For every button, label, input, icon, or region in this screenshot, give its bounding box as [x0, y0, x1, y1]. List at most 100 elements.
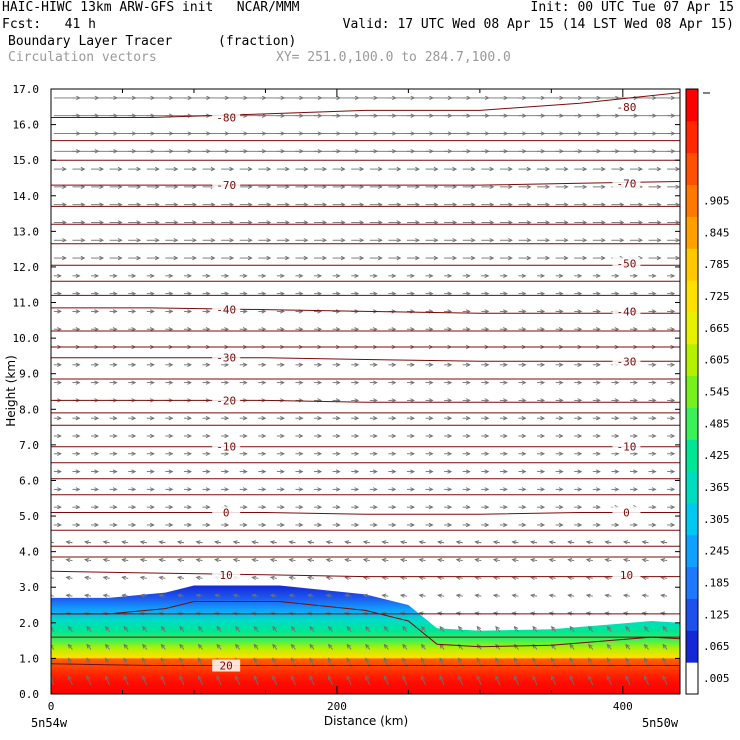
- circulation-vector: [667, 220, 680, 225]
- circulation-vector: [332, 416, 341, 421]
- contour-label: -70: [216, 179, 236, 192]
- circulation-vector: [444, 469, 453, 474]
- circulation-vector: [276, 291, 285, 296]
- colorbar-swatch: [686, 439, 698, 472]
- circulation-vector: [239, 469, 248, 474]
- circulation-vector: [91, 362, 100, 367]
- circulation-vector: [499, 184, 513, 190]
- header-init-time: Init: 00 UTC Tue 07 Apr 15: [530, 0, 735, 15]
- circulation-vector: [53, 522, 62, 528]
- circulation-vector: [314, 451, 323, 456]
- circulation-vector: [648, 166, 662, 172]
- circulation-vector: [629, 273, 639, 278]
- circulation-vector: [109, 220, 123, 225]
- circulation-vector: [123, 643, 129, 650]
- circulation-vector: [221, 220, 235, 225]
- circulation-vector: [437, 593, 445, 598]
- circulation-vector: [344, 557, 352, 563]
- circulation-vector: [369, 433, 378, 439]
- circulation-vector: [202, 309, 211, 314]
- circulation-vector: [314, 522, 323, 528]
- circulation-vector: [314, 469, 323, 474]
- circulation-vector: [592, 255, 606, 261]
- circulation-vector: [176, 540, 185, 545]
- circulation-vector: [276, 238, 290, 243]
- circulation-vector: [481, 202, 495, 207]
- circulation-vector: [179, 675, 185, 686]
- y-tick-label: 4.0: [19, 546, 39, 559]
- colorbar-label: .905: [703, 194, 730, 207]
- circulation-vector: [165, 505, 174, 510]
- y-tick-label: 11.0: [13, 297, 40, 310]
- circulation-vector: [444, 184, 458, 190]
- circulation-vector: [418, 557, 426, 563]
- circulation-vector: [537, 505, 546, 510]
- circulation-vector: [221, 416, 230, 421]
- circulation-vector: [332, 380, 341, 385]
- contour-label: -40: [617, 305, 637, 318]
- circulation-vector: [518, 309, 527, 314]
- circulation-vector: [269, 593, 277, 598]
- circulation-vector: [537, 273, 546, 278]
- circulation-vector: [309, 675, 315, 686]
- circulation-vector: [369, 451, 378, 456]
- circulation-vector: [139, 557, 147, 563]
- circulation-vector: [662, 643, 668, 650]
- circulation-vector: [160, 625, 166, 633]
- circulation-vector: [518, 380, 527, 385]
- circulation-vector: [648, 469, 657, 474]
- circulation-vector: [51, 557, 54, 563]
- circulation-vector: [365, 675, 371, 686]
- circulation-vector: [258, 433, 267, 439]
- circulation-vector: [420, 675, 426, 686]
- circulation-vector: [406, 327, 415, 332]
- circulation-vector: [402, 625, 408, 633]
- header-vector-label: Circulation vectors: [8, 50, 157, 65]
- circulation-vector: [72, 522, 81, 528]
- circulation-vector: [388, 202, 402, 207]
- circulation-vector: [314, 380, 323, 385]
- circulation-vector: [574, 291, 583, 296]
- circulation-vector: [239, 291, 248, 296]
- circulation-vector: [369, 522, 378, 528]
- contour-label: -70: [617, 177, 637, 190]
- circulation-vector: [269, 540, 277, 545]
- circulation-vector: [518, 416, 527, 421]
- circulation-vector: [611, 291, 620, 296]
- circulation-vector: [444, 166, 458, 172]
- circulation-vector: [611, 202, 625, 207]
- temperature-contour: [51, 601, 680, 648]
- circulation-vector: [142, 675, 148, 686]
- circulation-vector: [109, 433, 118, 439]
- circulation-vector: [555, 380, 564, 385]
- circulation-vector: [72, 380, 81, 385]
- circulation-vector: [202, 220, 216, 225]
- circulation-vector: [369, 291, 378, 296]
- circulation-vector: [176, 575, 185, 581]
- circulation-vector: [406, 505, 415, 510]
- colorbar-swatch: [686, 375, 698, 408]
- circulation-vector: [51, 626, 55, 633]
- circulation-vector: [537, 309, 546, 314]
- circulation-vector: [53, 202, 67, 207]
- circulation-vector: [444, 398, 453, 403]
- circulation-vector: [518, 273, 527, 278]
- circulation-vector: [128, 505, 137, 510]
- circulation-vector: [555, 255, 569, 261]
- circulation-vector: [574, 166, 588, 172]
- circulation-vector: [221, 291, 230, 296]
- colorbar-swatch: [686, 343, 698, 377]
- circulation-vector: [72, 273, 81, 278]
- circulation-vector: [455, 540, 463, 545]
- circulation-vector: [221, 469, 230, 474]
- circulation-vector: [648, 505, 657, 510]
- circulation-vector: [109, 291, 118, 296]
- circulation-vector: [146, 505, 155, 510]
- colorbar-swatch: [686, 120, 698, 154]
- circulation-vector: [102, 575, 110, 581]
- circulation-vector: [121, 575, 129, 581]
- circulation-vector: [481, 220, 495, 225]
- circulation-vector: [481, 398, 490, 403]
- circulation-vector: [388, 522, 397, 528]
- circulation-vector: [128, 166, 142, 172]
